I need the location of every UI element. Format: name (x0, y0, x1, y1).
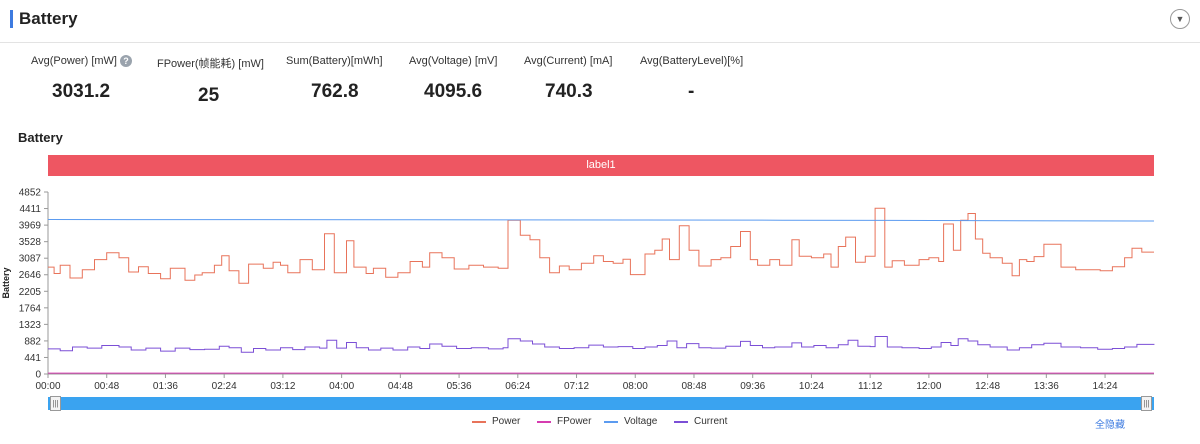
x-tick-label: 04:48 (388, 381, 413, 392)
legend-swatch (674, 420, 688, 423)
y-tick-label: 3969 (19, 221, 42, 232)
legend-swatch (472, 420, 486, 423)
help-icon[interactable]: ? (119, 55, 132, 67)
x-tick-label: 05:36 (447, 381, 472, 392)
legend-label: Current (694, 416, 728, 427)
label-bar[interactable]: label1 (48, 155, 1154, 176)
stat-value: - (688, 81, 695, 102)
x-tick-label: 12:00 (916, 381, 941, 392)
x-tick-label: 00:48 (94, 381, 119, 392)
x-tick-label: 00:00 (35, 381, 60, 392)
title-accent-bar (10, 10, 13, 28)
range-start-handle[interactable]: ||| (50, 396, 61, 411)
x-tick-label: 08:00 (623, 381, 648, 392)
x-tick-label: 10:24 (799, 381, 824, 392)
summary-stats: Avg(Power) [mW]? 3031.2 FPower(帧能耗) [mW]… (0, 55, 1200, 115)
x-tick-label: 07:12 (564, 381, 589, 392)
stat-label: Avg(Power) [mW] (31, 55, 117, 67)
x-tick-label: 11:12 (858, 381, 883, 392)
stat-avg-battery-level: Avg(BatteryLevel)[%] - (640, 55, 744, 102)
x-tick-label: 12:48 (975, 381, 1000, 392)
series-line-current (48, 336, 1155, 353)
hide-all-link[interactable]: 全隐藏 (1095, 420, 1125, 431)
x-tick-label: 08:48 (681, 381, 706, 392)
y-tick-label: 3087 (19, 254, 42, 265)
y-tick-label: 441 (24, 353, 41, 364)
panel-header: Battery ▼ (0, 0, 1200, 43)
chart-title: Battery (18, 130, 63, 145)
y-tick-label: 1764 (19, 303, 42, 314)
y-tick-label: 3528 (19, 237, 42, 248)
stat-label: Avg(Voltage) [mV] (409, 55, 498, 67)
stat-value: 4095.6 (424, 81, 483, 102)
legend-item-power[interactable]: Power (472, 416, 520, 427)
y-tick-label: 4852 (19, 188, 42, 199)
stat-value: 3031.2 (52, 81, 111, 102)
y-axis-label: Battery (1, 267, 11, 298)
stat-value: 740.3 (545, 81, 593, 102)
series-line-voltage (47, 219, 1155, 222)
x-tick-label: 09:36 (740, 381, 765, 392)
range-end-handle[interactable]: ||| (1141, 396, 1152, 411)
x-tick-label: 06:24 (505, 381, 530, 392)
y-tick-label: 4411 (19, 204, 41, 215)
time-range-slider[interactable]: ||| ||| (48, 396, 1154, 411)
chevron-down-icon[interactable]: ▼ (1170, 9, 1190, 29)
x-tick-label: 14:24 (1093, 381, 1118, 392)
x-tick-label: 13:36 (1034, 381, 1059, 392)
panel-title: Battery (19, 9, 78, 28)
legend-item-voltage[interactable]: Voltage (604, 416, 657, 427)
stat-value: 762.8 (311, 81, 359, 102)
x-tick-label: 01:36 (153, 381, 178, 392)
legend-item-fpower[interactable]: FPower (537, 416, 591, 427)
x-tick-label: 03:12 (270, 381, 295, 392)
x-tick-label: 04:00 (329, 381, 354, 392)
legend-label: FPower (557, 416, 592, 427)
legend-swatch (604, 420, 618, 423)
legend-swatch (537, 420, 551, 423)
stat-avg-voltage: Avg(Voltage) [mV] 4095.6 (409, 55, 498, 102)
stat-avg-power: Avg(Power) [mW]? 3031.2 (31, 55, 132, 102)
legend-label: Voltage (624, 416, 658, 427)
x-tick-label: 02:24 (212, 381, 237, 392)
y-tick-label: 2646 (19, 270, 42, 281)
stat-label: Sum(Battery)[mWh] (286, 55, 383, 67)
y-tick-label: 1323 (19, 320, 42, 331)
y-tick-label: 882 (24, 336, 41, 347)
y-tick-label: 2205 (19, 287, 42, 298)
stat-sum-battery: Sum(Battery)[mWh] 762.8 (286, 55, 383, 102)
stat-value: 25 (198, 85, 220, 106)
battery-chart: 0 441 882 1323 1764 2205 2646 3087 3528 3969 4411 4… (1, 188, 1155, 392)
stat-fpower: FPower(帧能耗) [mW] 25 (157, 55, 264, 106)
legend-label: Power (492, 416, 521, 427)
stat-label: Avg(BatteryLevel)[%] (640, 55, 744, 67)
y-tick-label: 0 (35, 370, 41, 381)
stat-avg-current: Avg(Current) [mA] 740.3 (524, 55, 613, 102)
stat-label: FPower(帧能耗) [mW] (157, 58, 264, 70)
stat-label: Avg(Current) [mA] (524, 55, 613, 67)
legend-item-current[interactable]: Current (674, 416, 727, 427)
chart-legend: Power FPower Voltage Current (0, 416, 1200, 430)
